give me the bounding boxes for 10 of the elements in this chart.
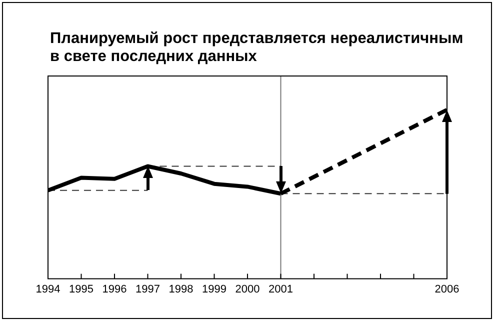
- x-tick-label: 1997: [136, 283, 160, 296]
- x-tick-label: 1998: [168, 283, 194, 296]
- x-tick-label: 2001: [268, 283, 293, 296]
- x-tick-label: 2000: [235, 283, 260, 296]
- x-tick-label: 1995: [69, 283, 94, 296]
- x-tick-label: 1999: [202, 283, 226, 296]
- x-tick-label: 2006: [434, 283, 460, 296]
- x-tick-label: 1996: [102, 283, 127, 296]
- chart-title: Планируемый рост представляется нереалистичным в свете последних данных: [50, 30, 464, 66]
- x-tick-label: 1994: [36, 283, 60, 296]
